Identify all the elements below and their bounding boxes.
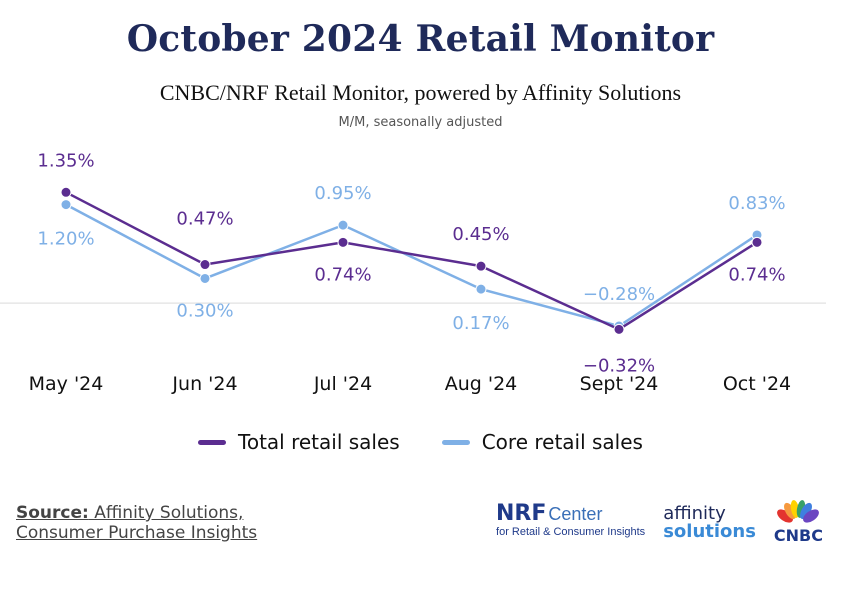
data-point-total-retail-sales-5 bbox=[751, 236, 763, 248]
data-point-total-retail-sales-4 bbox=[613, 323, 625, 335]
data-point-core-retail-sales-0 bbox=[60, 199, 72, 211]
source-link-2[interactable]: Consumer Purchase Insights bbox=[16, 523, 258, 543]
line-chart: 1.35% 0.47% 0.74% 0.45% −0.32% 0.74% 1.20% 0.30… bbox=[0, 150, 826, 395]
data-point-total-retail-sales-1 bbox=[199, 259, 211, 271]
data-label-core-retail-sales-1: 0.30% bbox=[176, 300, 233, 321]
data-point-total-retail-sales-0 bbox=[60, 186, 72, 198]
page-title: October 2024 Retail Monitor bbox=[126, 18, 715, 60]
data-label-core-retail-sales-4: −0.28% bbox=[583, 284, 655, 305]
nrf-logo-subtitle: for Retail & Consumer Insights bbox=[496, 525, 646, 538]
data-label-core-retail-sales-2: 0.95% bbox=[314, 183, 371, 204]
peacock-icon bbox=[777, 500, 820, 524]
data-label-total-retail-sales-4: −0.32% bbox=[583, 355, 655, 376]
data-label-total-retail-sales-2: 0.74% bbox=[314, 264, 371, 285]
x-tick-label-5: Oct '24 bbox=[723, 373, 791, 395]
affinity-logo-top: affinity bbox=[663, 502, 726, 524]
data-label-total-retail-sales-5: 0.74% bbox=[728, 264, 785, 285]
x-tick-label-2: Jul '24 bbox=[313, 373, 372, 395]
chart-legend: Total retail sales Core retail sales bbox=[0, 430, 841, 454]
affinity-logo: affinity solutions bbox=[663, 502, 756, 542]
nrf-logo-center: Center bbox=[548, 503, 603, 524]
legend-label-core: Core retail sales bbox=[481, 430, 643, 454]
page-subtitle: CNBC/NRF Retail Monitor, powered by Affi… bbox=[159, 80, 682, 105]
x-tick-label-1: Jun '24 bbox=[171, 373, 237, 395]
legend-item-core: Core retail sales bbox=[441, 430, 643, 454]
x-tick-label-0: May '24 bbox=[29, 373, 104, 395]
cnbc-logo: CNBC bbox=[774, 500, 823, 545]
data-label-total-retail-sales-3: 0.45% bbox=[452, 224, 509, 245]
nrf-logo: NRF Center for Retail & Consumer Insight… bbox=[496, 500, 646, 540]
legend-item-total: Total retail sales bbox=[198, 430, 400, 454]
legend-swatch-total bbox=[198, 439, 227, 445]
series-line-core-retail-sales bbox=[65, 203, 758, 328]
legend-label-total: Total retail sales bbox=[238, 430, 400, 454]
x-tick-label-4: Sept '24 bbox=[580, 373, 659, 395]
chart-note: M/M, seasonally adjusted bbox=[338, 115, 503, 130]
data-point-total-retail-sales-2 bbox=[337, 236, 349, 248]
data-point-core-retail-sales-2 bbox=[337, 219, 349, 231]
x-tick-label-3: Aug '24 bbox=[445, 373, 518, 395]
logo-row: NRF Center for Retail & Consumer Insight… bbox=[496, 500, 823, 545]
source-link[interactable]: Affinity Solutions, bbox=[88, 503, 244, 523]
series-line-total-retail-sales bbox=[65, 191, 758, 331]
data-point-core-retail-sales-1 bbox=[199, 272, 211, 284]
data-label-total-retail-sales-0: 1.35% bbox=[37, 150, 94, 171]
legend-swatch-core bbox=[441, 439, 470, 445]
cnbc-logo-word: CNBC bbox=[773, 526, 823, 545]
source-note: Source: Affinity Solutions, Consumer Pur… bbox=[16, 503, 257, 543]
data-label-core-retail-sales-5: 0.83% bbox=[728, 193, 785, 214]
data-label-total-retail-sales-1: 0.47% bbox=[176, 209, 233, 230]
affinity-logo-bottom: solutions bbox=[663, 520, 756, 542]
source-label: Source: bbox=[16, 503, 89, 523]
nrf-logo-mark: NRF bbox=[496, 500, 547, 526]
data-label-core-retail-sales-3: 0.17% bbox=[452, 313, 509, 334]
data-label-core-retail-sales-0: 1.20% bbox=[37, 229, 94, 250]
data-point-core-retail-sales-3 bbox=[475, 283, 487, 295]
data-point-total-retail-sales-3 bbox=[475, 260, 487, 272]
